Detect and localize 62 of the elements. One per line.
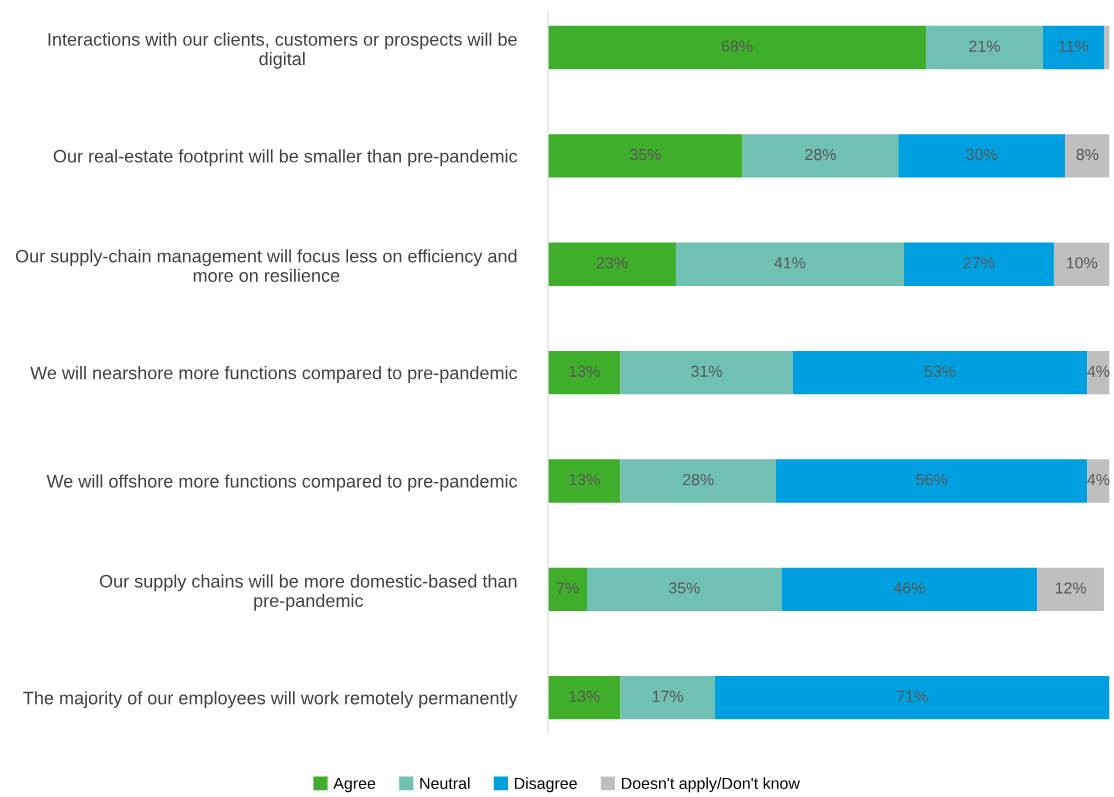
data-label: 21% (969, 40, 1000, 52)
bar (675, 242, 904, 286)
bar (548, 242, 676, 286)
y-tick-label: We will nearshore more functions compared to pre-pandemic (30, 366, 518, 383)
y-tick-label: Our real-estate footprint will be smaller than pre-pandemic (53, 149, 518, 167)
data-label: 12% (1055, 582, 1087, 594)
bar (776, 459, 1088, 503)
bar (548, 134, 743, 178)
data-label: 56% (916, 473, 948, 486)
data-label: 31% (691, 365, 722, 377)
y-tick-label: Interactions with our clients, customers or prospects will be digital (48, 32, 517, 69)
bar (548, 676, 621, 720)
bar (587, 567, 782, 611)
data-label: 13% (569, 690, 600, 702)
data-label: 8% (1076, 148, 1099, 161)
y-tick-label: We will offshore more functions compared to pre-pandemic (46, 474, 518, 492)
bar (620, 350, 793, 395)
data-label: 71% (897, 690, 928, 702)
bar (926, 25, 1043, 70)
data-label: 30% (966, 148, 998, 161)
data-label: 4% (1087, 365, 1110, 377)
data-label: 46% (893, 582, 925, 594)
bar (903, 242, 1054, 286)
data-label: 28% (683, 473, 714, 486)
bar (1037, 567, 1104, 611)
bar (792, 350, 1088, 395)
data-label: 13% (569, 365, 600, 377)
bar (620, 676, 715, 720)
bar (548, 350, 621, 395)
data-label: 35% (630, 148, 661, 161)
data-label: 68% (721, 40, 753, 52)
bar (548, 567, 587, 611)
bar (742, 134, 899, 178)
data-label: 23% (596, 257, 628, 269)
y-tick-label: Our supply-chain management will focus less on efficiency and more on resilience (15, 249, 517, 282)
data-label: 53% (924, 365, 956, 377)
bar (620, 459, 777, 503)
y-tick-label: The majority of our employees will work remotely permanently (23, 691, 518, 708)
bar (1042, 25, 1104, 70)
y-tick-label: Our supply chains will be more domestic-based than pre-pandemic (99, 574, 517, 611)
data-label: 7% (556, 582, 579, 594)
bar (1065, 134, 1110, 178)
legend-label: Disagree (514, 777, 577, 793)
legend-label: Doesn't apply/Don't know (621, 777, 800, 793)
data-label: 35% (668, 582, 700, 594)
data-label: 27% (963, 257, 995, 269)
data-label: 41% (774, 257, 806, 269)
data-label: 17% (652, 690, 684, 702)
data-label: 10% (1066, 257, 1098, 269)
bar (898, 134, 1066, 178)
data-label: 4% (1087, 474, 1110, 486)
bar (1087, 459, 1110, 503)
bar (714, 676, 1110, 720)
data-label: 28% (805, 148, 836, 161)
bar (1053, 242, 1110, 286)
data-label: 11% (1059, 40, 1089, 52)
legend-label: Neutral (420, 777, 470, 790)
data-label: 13% (569, 473, 600, 486)
legend-label: Agree (333, 777, 376, 793)
bar (781, 567, 1038, 611)
bar (548, 459, 621, 503)
bar (548, 25, 927, 70)
